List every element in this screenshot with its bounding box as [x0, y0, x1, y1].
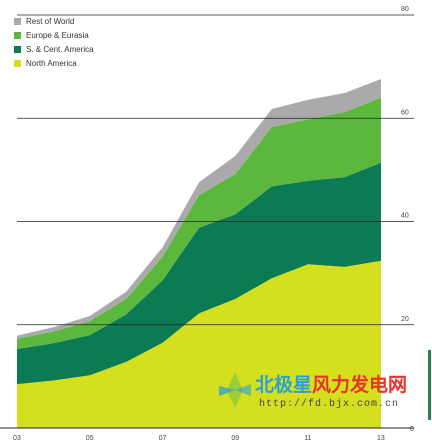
y-tick-label: 20	[401, 316, 409, 323]
area-s-cent-america	[17, 162, 381, 385]
legend-swatch	[14, 59, 21, 67]
y-tick-label: 60	[401, 109, 409, 116]
gridlines-group	[17, 14, 414, 326]
y-tick-label: 40	[401, 213, 409, 220]
x-tick-label: 07	[159, 435, 167, 442]
x-tick-label: 13	[377, 435, 385, 442]
area-rest-of-world	[17, 79, 381, 339]
watermark-url: http://fd.bjx.com.cn	[259, 399, 400, 410]
x-axis: 03 05 07 09 11 13	[0, 427, 414, 442]
area-series-group	[17, 79, 381, 428]
watermark-title: 北极星风力发电网	[255, 370, 407, 397]
legend-item-north-america: North America	[14, 56, 94, 70]
x-tick-label: 05	[86, 435, 94, 442]
legend-label: Rest of World	[26, 16, 75, 26]
area-europe-eurasia	[17, 97, 381, 349]
side-accent-line	[428, 350, 431, 420]
area-north-america	[17, 260, 381, 428]
legend-swatch	[14, 17, 21, 25]
legend-item-s-cent-america: S. & Cent. America	[14, 42, 94, 56]
legend-label: S. & Cent. America	[26, 44, 94, 54]
legend: Rest of World Europe & Eurasia S. & Cent…	[14, 14, 94, 70]
watermark-logo-icon	[219, 372, 251, 408]
y-tick-label: 0	[410, 426, 414, 433]
watermark: 北极星风力发电网 http://fd.bjx.com.cn	[213, 366, 413, 426]
x-tick-label: 03	[13, 435, 21, 442]
legend-item-europe-eurasia: Europe & Eurasia	[14, 28, 94, 42]
legend-item-rest-of-world: Rest of World	[14, 14, 94, 28]
y-axis-ticks: 0 20 40 60 80	[401, 6, 414, 433]
watermark-title-a: 北极星	[255, 375, 313, 396]
x-tick-label: 09	[231, 435, 239, 442]
watermark-title-b: 风力发电网	[312, 375, 408, 396]
x-tick-label: 11	[304, 435, 311, 442]
legend-label: Europe & Eurasia	[26, 30, 89, 40]
legend-swatch	[14, 45, 21, 53]
legend-swatch	[14, 31, 21, 39]
legend-label: North America	[26, 58, 77, 68]
y-tick-label: 80	[401, 6, 409, 13]
